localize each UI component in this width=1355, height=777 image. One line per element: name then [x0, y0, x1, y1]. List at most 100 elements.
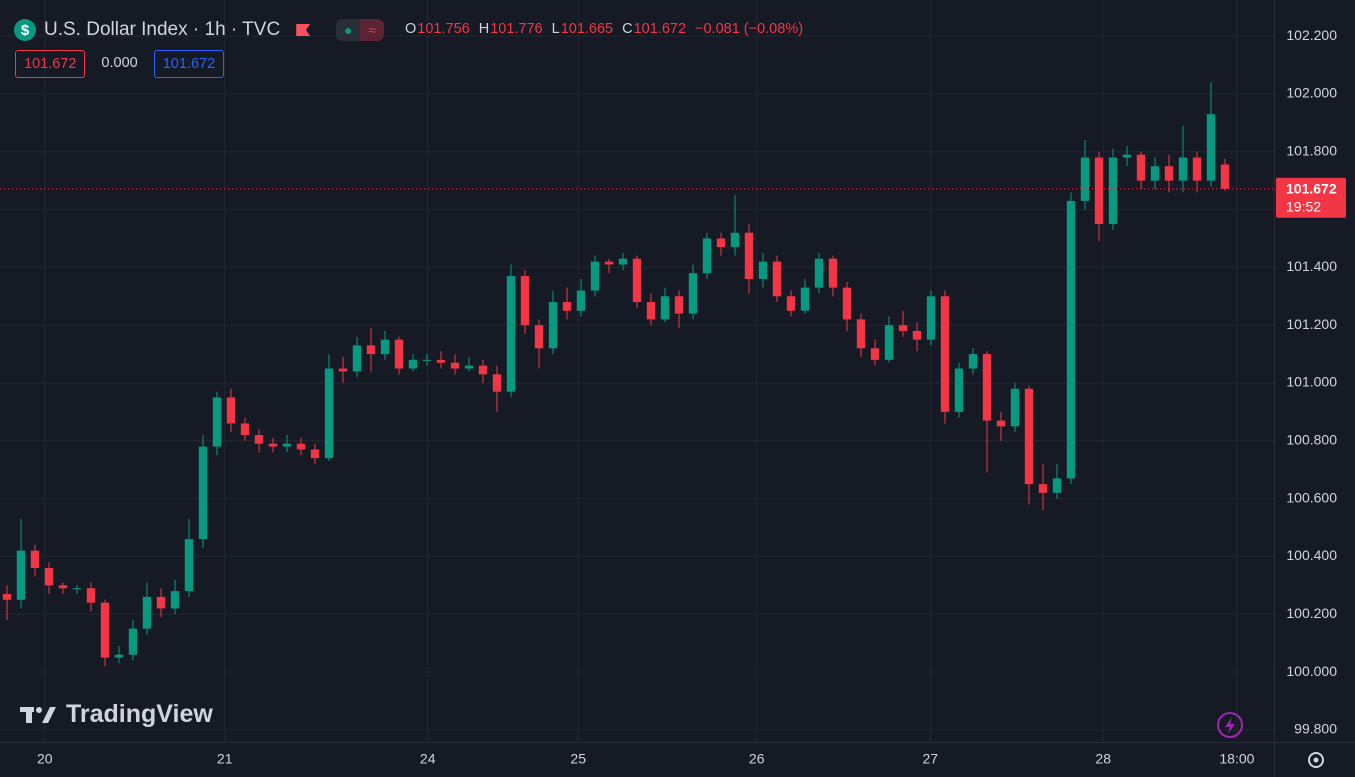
candle-body: [254, 435, 264, 444]
candle: [968, 348, 978, 375]
candle-body: [16, 550, 26, 600]
candle: [674, 290, 684, 329]
y-tick-label: 101.000: [1286, 374, 1337, 390]
candle-body: [1164, 166, 1174, 181]
candle-body: [884, 325, 894, 360]
candle: [240, 417, 250, 441]
y-tick-label: 102.200: [1286, 27, 1337, 43]
candle: [1220, 158, 1230, 191]
candle: [1206, 82, 1216, 187]
y-tick-label: 101.800: [1286, 142, 1337, 158]
candle-body: [1080, 157, 1090, 201]
candle: [44, 562, 54, 595]
candle-body: [1024, 388, 1034, 485]
h-value: 101.776: [490, 21, 543, 37]
x-tick-label: 28: [1095, 751, 1111, 767]
candle-body: [646, 302, 656, 320]
status-toggle[interactable]: ● ≈: [336, 19, 385, 41]
flag-icon[interactable]: [296, 24, 311, 36]
candle-body: [128, 628, 138, 655]
candle-body: [1094, 157, 1104, 225]
candle-body: [842, 287, 852, 320]
candle-body: [940, 296, 950, 412]
candle: [86, 582, 96, 612]
candle-body: [968, 354, 978, 369]
candle-body: [632, 258, 642, 303]
candle: [1150, 157, 1160, 190]
candle-body: [1010, 388, 1020, 427]
candle-body: [422, 359, 432, 361]
candle: [688, 264, 698, 320]
candle: [1024, 385, 1034, 505]
watermark[interactable]: TradingView: [20, 700, 213, 729]
candle: [394, 336, 404, 375]
candle: [72, 585, 82, 595]
candle-body: [1122, 154, 1132, 158]
y-tick-label: 100.400: [1286, 547, 1337, 563]
last-price-label: 101.672: [1286, 180, 1337, 196]
candle-body: [408, 359, 418, 369]
candle: [884, 316, 894, 363]
candle: [422, 354, 432, 366]
candle: [702, 232, 712, 279]
candle-body: [1052, 478, 1062, 493]
candle: [128, 620, 138, 661]
watermark-text: TradingView: [66, 700, 213, 728]
bid-box[interactable]: 101.672: [15, 50, 86, 78]
candle: [576, 278, 586, 317]
symbol-header[interactable]: $ U.S. Dollar Index · 1h · TVC ● ≈: [14, 17, 385, 43]
candle: [338, 356, 348, 383]
x-tick-label: 24: [420, 751, 436, 767]
candle: [562, 287, 572, 320]
candle-body: [30, 550, 40, 568]
candle-body: [828, 258, 838, 288]
candle: [30, 544, 40, 577]
candle: [1094, 151, 1104, 242]
candle-body: [436, 359, 446, 363]
change-value: −0.081 (−0.08%): [695, 21, 804, 37]
candle: [1178, 125, 1188, 193]
candle: [1080, 140, 1090, 210]
candle: [310, 443, 320, 464]
candle-body: [310, 449, 320, 459]
candle-body: [1136, 154, 1146, 181]
candle: [506, 264, 516, 398]
candle: [604, 258, 614, 274]
candle: [1108, 148, 1118, 230]
x-tick-label: 18:00: [1219, 751, 1254, 767]
candle: [1052, 463, 1062, 499]
candle: [842, 281, 852, 331]
ask-box[interactable]: 101.672: [153, 50, 225, 78]
candle: [366, 328, 376, 372]
candle-body: [912, 330, 922, 340]
candle-body: [114, 654, 124, 658]
candle-body: [716, 238, 726, 248]
candle: [296, 437, 306, 456]
candle: [1010, 382, 1020, 433]
candle: [912, 322, 922, 352]
candle-body: [100, 602, 110, 658]
candle-body: [366, 345, 376, 355]
x-tick-label: 21: [217, 751, 233, 767]
candle-body: [772, 261, 782, 297]
candle-body: [660, 296, 670, 320]
y-tick-label: 100.000: [1286, 663, 1337, 679]
candle-body: [786, 296, 796, 311]
settings-dot: [1313, 757, 1319, 763]
candle: [814, 252, 824, 294]
settings-icon[interactable]: [1308, 752, 1324, 768]
candle-body: [982, 354, 992, 421]
symbol-icon: $: [14, 19, 36, 41]
lightning-icon[interactable]: [1217, 712, 1243, 738]
candle: [212, 391, 222, 456]
chart-title[interactable]: U.S. Dollar Index · 1h · TVC: [44, 19, 281, 40]
candle: [1038, 463, 1048, 511]
candle: [142, 582, 152, 635]
y-tick-label: 100.600: [1286, 489, 1337, 505]
candle-body: [268, 443, 278, 447]
candle-body: [212, 397, 222, 447]
candle-body: [1206, 114, 1216, 181]
candle-body: [898, 325, 908, 331]
candle-body: [240, 423, 250, 436]
